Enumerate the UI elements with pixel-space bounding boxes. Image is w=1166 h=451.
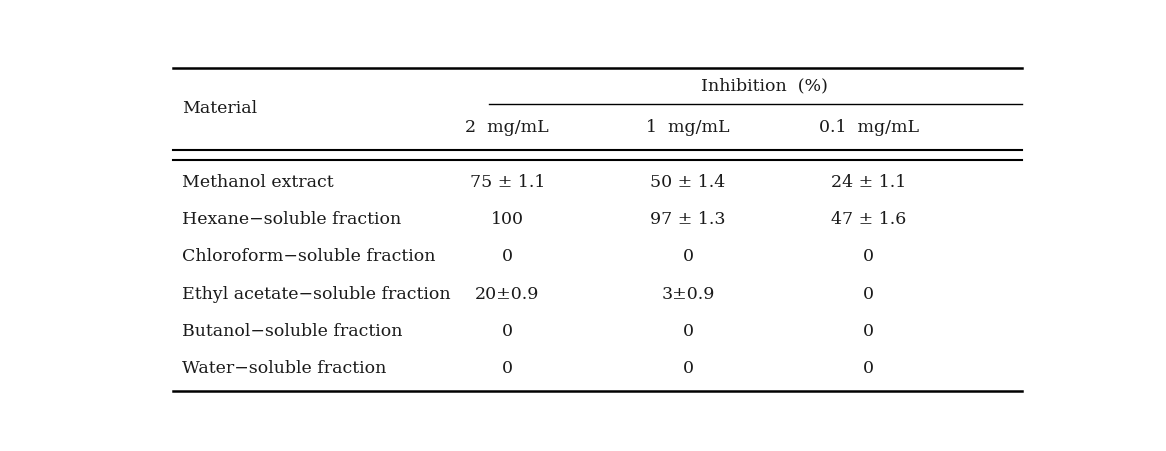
- Text: Butanol−soluble fraction: Butanol−soluble fraction: [182, 323, 402, 340]
- Text: Inhibition  (%): Inhibition (%): [701, 78, 828, 95]
- Text: 0: 0: [863, 323, 874, 340]
- Text: 0: 0: [863, 285, 874, 303]
- Text: Chloroform−soluble fraction: Chloroform−soluble fraction: [182, 249, 435, 265]
- Text: 1  mg/mL: 1 mg/mL: [646, 119, 730, 136]
- Text: 0.1  mg/mL: 0.1 mg/mL: [819, 119, 919, 136]
- Text: 100: 100: [491, 211, 524, 228]
- Text: Ethyl acetate−soluble fraction: Ethyl acetate−soluble fraction: [182, 285, 450, 303]
- Text: 0: 0: [501, 360, 513, 377]
- Text: 0: 0: [682, 360, 694, 377]
- Text: Hexane−soluble fraction: Hexane−soluble fraction: [182, 211, 401, 228]
- Text: Material: Material: [182, 100, 257, 117]
- Text: 0: 0: [682, 249, 694, 265]
- Text: 2  mg/mL: 2 mg/mL: [465, 119, 549, 136]
- Text: 75 ± 1.1: 75 ± 1.1: [470, 174, 545, 191]
- Text: Methanol extract: Methanol extract: [182, 174, 333, 191]
- Text: 20±0.9: 20±0.9: [475, 285, 540, 303]
- Text: 0: 0: [501, 249, 513, 265]
- Text: 0: 0: [863, 249, 874, 265]
- Text: Water−soluble fraction: Water−soluble fraction: [182, 360, 386, 377]
- Text: 0: 0: [501, 323, 513, 340]
- Text: 0: 0: [863, 360, 874, 377]
- Text: 0: 0: [682, 323, 694, 340]
- Text: 3±0.9: 3±0.9: [661, 285, 715, 303]
- Text: 50 ± 1.4: 50 ± 1.4: [651, 174, 725, 191]
- Text: 24 ± 1.1: 24 ± 1.1: [831, 174, 906, 191]
- Text: 47 ± 1.6: 47 ± 1.6: [831, 211, 906, 228]
- Text: 97 ± 1.3: 97 ± 1.3: [651, 211, 725, 228]
